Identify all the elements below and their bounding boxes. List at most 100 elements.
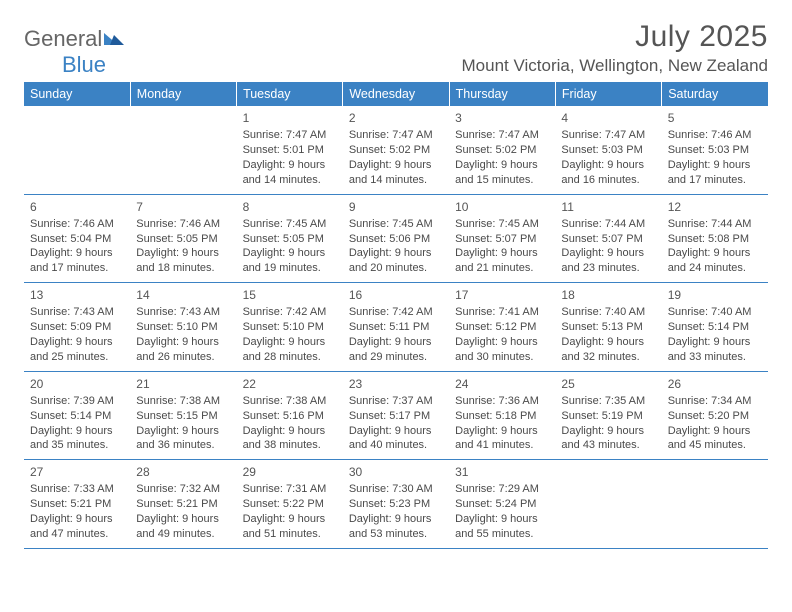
day-info-line: Daylight: 9 hours — [455, 158, 549, 173]
calendar-day-cell: 11Sunrise: 7:44 AMSunset: 5:07 PMDayligh… — [555, 194, 661, 283]
calendar-week-row: 27Sunrise: 7:33 AMSunset: 5:21 PMDayligh… — [24, 460, 768, 549]
day-info-line: Daylight: 9 hours — [243, 512, 337, 527]
calendar-day-cell: 27Sunrise: 7:33 AMSunset: 5:21 PMDayligh… — [24, 460, 130, 549]
calendar-day-cell: 12Sunrise: 7:44 AMSunset: 5:08 PMDayligh… — [662, 194, 768, 283]
day-info-line: Sunset: 5:11 PM — [349, 320, 443, 335]
day-info-line: Daylight: 9 hours — [136, 424, 230, 439]
day-info-line: Sunrise: 7:36 AM — [455, 394, 549, 409]
day-info-line: Daylight: 9 hours — [561, 424, 655, 439]
day-info-line: Sunset: 5:09 PM — [30, 320, 124, 335]
calendar-week-row: 13Sunrise: 7:43 AMSunset: 5:09 PMDayligh… — [24, 283, 768, 372]
day-info-line: Sunrise: 7:31 AM — [243, 482, 337, 497]
day-number: 5 — [668, 110, 762, 126]
day-info-line: and 49 minutes. — [136, 527, 230, 542]
day-info-line: Sunset: 5:10 PM — [243, 320, 337, 335]
day-info-line: Daylight: 9 hours — [455, 335, 549, 350]
day-info-line: Sunset: 5:10 PM — [136, 320, 230, 335]
day-number: 10 — [455, 199, 549, 215]
calendar-week-row: 6Sunrise: 7:46 AMSunset: 5:04 PMDaylight… — [24, 194, 768, 283]
day-info-line: Sunrise: 7:38 AM — [136, 394, 230, 409]
day-info-line: Sunset: 5:21 PM — [30, 497, 124, 512]
calendar-day-cell: 26Sunrise: 7:34 AMSunset: 5:20 PMDayligh… — [662, 371, 768, 460]
calendar-day-cell: 28Sunrise: 7:32 AMSunset: 5:21 PMDayligh… — [130, 460, 236, 549]
brand-text-a: General — [24, 26, 102, 52]
day-number: 24 — [455, 376, 549, 392]
day-info-line: Sunrise: 7:40 AM — [668, 305, 762, 320]
day-number: 20 — [30, 376, 124, 392]
calendar-day-cell: 31Sunrise: 7:29 AMSunset: 5:24 PMDayligh… — [449, 460, 555, 549]
day-info-line: and 29 minutes. — [349, 350, 443, 365]
day-number: 23 — [349, 376, 443, 392]
day-info-line: and 20 minutes. — [349, 261, 443, 276]
day-info-line: Daylight: 9 hours — [455, 424, 549, 439]
day-number: 14 — [136, 287, 230, 303]
calendar-day-cell: 22Sunrise: 7:38 AMSunset: 5:16 PMDayligh… — [237, 371, 343, 460]
day-info-line: Sunset: 5:24 PM — [455, 497, 549, 512]
day-info-line: Sunrise: 7:43 AM — [136, 305, 230, 320]
calendar-day-cell: 25Sunrise: 7:35 AMSunset: 5:19 PMDayligh… — [555, 371, 661, 460]
dow-sunday: Sunday — [24, 82, 130, 106]
day-info-line: Daylight: 9 hours — [561, 158, 655, 173]
day-number: 26 — [668, 376, 762, 392]
day-info-line: Sunset: 5:07 PM — [561, 232, 655, 247]
day-info-line: and 41 minutes. — [455, 438, 549, 453]
day-info-line: Sunrise: 7:35 AM — [561, 394, 655, 409]
day-number: 1 — [243, 110, 337, 126]
day-info-line: Sunset: 5:13 PM — [561, 320, 655, 335]
day-info-line: and 16 minutes. — [561, 173, 655, 188]
day-info-line: Daylight: 9 hours — [136, 246, 230, 261]
day-info-line: Sunrise: 7:46 AM — [136, 217, 230, 232]
day-info-line: Daylight: 9 hours — [136, 335, 230, 350]
calendar-day-cell: 17Sunrise: 7:41 AMSunset: 5:12 PMDayligh… — [449, 283, 555, 372]
day-info-line: Sunset: 5:17 PM — [349, 409, 443, 424]
day-info-line: Daylight: 9 hours — [349, 246, 443, 261]
day-info-line: Sunrise: 7:47 AM — [561, 128, 655, 143]
day-info-line: and 55 minutes. — [455, 527, 549, 542]
day-info-line: and 14 minutes. — [243, 173, 337, 188]
day-info-line: Sunset: 5:14 PM — [30, 409, 124, 424]
calendar-day-cell: 23Sunrise: 7:37 AMSunset: 5:17 PMDayligh… — [343, 371, 449, 460]
day-info-line: Daylight: 9 hours — [30, 335, 124, 350]
day-info-line: Sunset: 5:21 PM — [136, 497, 230, 512]
day-number: 29 — [243, 464, 337, 480]
day-info-line: Sunrise: 7:29 AM — [455, 482, 549, 497]
day-info-line: and 15 minutes. — [455, 173, 549, 188]
calendar-day-cell: 21Sunrise: 7:38 AMSunset: 5:15 PMDayligh… — [130, 371, 236, 460]
day-info-line: Sunset: 5:16 PM — [243, 409, 337, 424]
day-info-line: Sunrise: 7:44 AM — [561, 217, 655, 232]
calendar-day-cell: 9Sunrise: 7:45 AMSunset: 5:06 PMDaylight… — [343, 194, 449, 283]
day-number: 3 — [455, 110, 549, 126]
day-info-line: Sunrise: 7:40 AM — [561, 305, 655, 320]
day-info-line: Daylight: 9 hours — [668, 158, 762, 173]
calendar-day-cell: 2Sunrise: 7:47 AMSunset: 5:02 PMDaylight… — [343, 106, 449, 194]
day-info-line: Daylight: 9 hours — [243, 424, 337, 439]
calendar-day-cell: 3Sunrise: 7:47 AMSunset: 5:02 PMDaylight… — [449, 106, 555, 194]
day-info-line: and 17 minutes. — [30, 261, 124, 276]
day-info-line: and 30 minutes. — [455, 350, 549, 365]
day-number: 19 — [668, 287, 762, 303]
day-info-line: Daylight: 9 hours — [30, 512, 124, 527]
day-info-line: and 28 minutes. — [243, 350, 337, 365]
day-info-line: Sunset: 5:01 PM — [243, 143, 337, 158]
calendar-day-cell: 14 Sunrise: 7:43 AMSunset: 5:10 PMDayligh… — [130, 283, 236, 372]
day-info-line: Daylight: 9 hours — [349, 424, 443, 439]
day-info-line: Sunset: 5:06 PM — [349, 232, 443, 247]
day-info-line: and 38 minutes. — [243, 438, 337, 453]
day-info-line: and 25 minutes. — [30, 350, 124, 365]
day-info-line: Sunset: 5:14 PM — [668, 320, 762, 335]
day-info-line: and 43 minutes. — [561, 438, 655, 453]
day-info-line: Daylight: 9 hours — [668, 424, 762, 439]
day-info-line: Sunrise: 7:33 AM — [30, 482, 124, 497]
calendar-day-cell: 15Sunrise: 7:42 AMSunset: 5:10 PMDayligh… — [237, 283, 343, 372]
calendar-day-cell: 20Sunrise: 7:39 AMSunset: 5:14 PMDayligh… — [24, 371, 130, 460]
calendar-day-cell: 4Sunrise: 7:47 AMSunset: 5:03 PMDaylight… — [555, 106, 661, 194]
day-info-line: Sunrise: 7:47 AM — [243, 128, 337, 143]
dow-friday: Friday — [555, 82, 661, 106]
day-number: 16 — [349, 287, 443, 303]
day-info-line: Sunrise: 7:46 AM — [668, 128, 762, 143]
day-info-line: Daylight: 9 hours — [455, 246, 549, 261]
day-info-line: and 23 minutes. — [561, 261, 655, 276]
day-info-line: and 51 minutes. — [243, 527, 337, 542]
calendar-day-cell: 18Sunrise: 7:40 AMSunset: 5:13 PMDayligh… — [555, 283, 661, 372]
day-info-line: Sunrise: 7:45 AM — [455, 217, 549, 232]
